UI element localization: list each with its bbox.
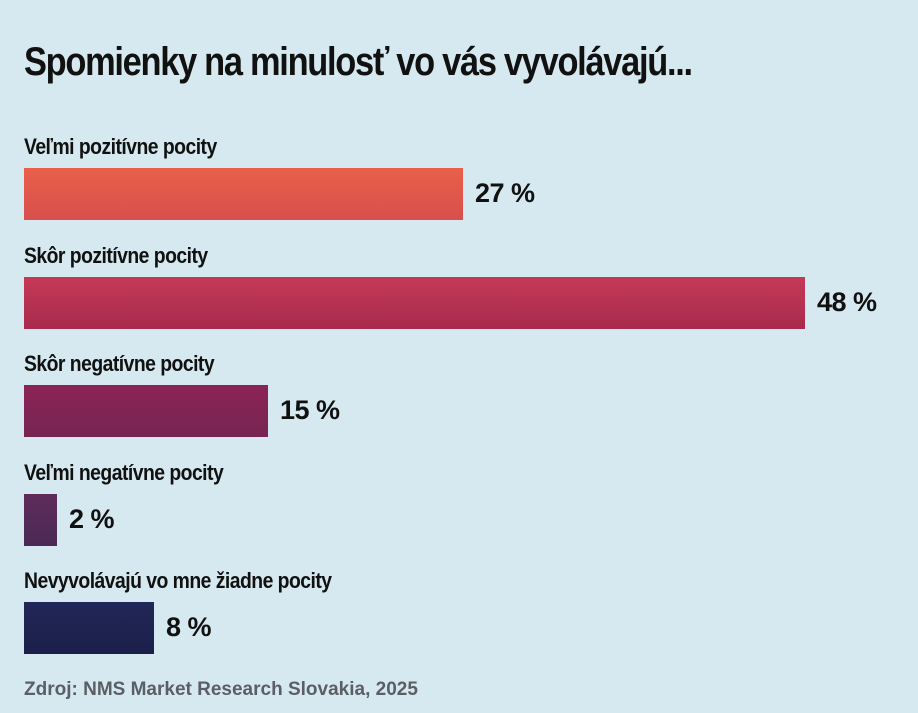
chart-title: Spomienky na minulosť vo vás vyvolávajú.…: [24, 40, 693, 84]
bar: [24, 276, 805, 329]
bar-row: Skôr pozitívne pocity 48 %: [0, 243, 918, 343]
bar: [24, 168, 463, 220]
bar: [24, 385, 268, 437]
bar-category-label: Nevyvolávajú vo mne žiadne pocity: [24, 568, 332, 593]
bar-category-label: Veľmi pozitívne pocity: [24, 134, 217, 159]
bar-row: Nevyvolávajú vo mne žiadne pocity 8 %: [0, 568, 918, 668]
bar-row: Veľmi pozitívne pocity 27 %: [0, 134, 918, 234]
source-note: Zdroj: NMS Market Research Slovakia, 202…: [24, 679, 418, 700]
bar-row: Veľmi negatívne pocity 2 %: [0, 460, 918, 560]
bar-category-label: Skôr pozitívne pocity: [24, 242, 208, 268]
bar-value-label: 27 %: [475, 178, 535, 208]
bar-row: Skôr negatívne pocity 15 %: [0, 351, 918, 451]
bar-value-label: 48 %: [817, 286, 877, 317]
bar: [24, 493, 57, 546]
bar-category-label: Skôr negatívne pocity: [24, 351, 215, 376]
bar-category-label: Veľmi negatívne pocity: [24, 459, 224, 485]
bar-value-label: 2 %: [69, 503, 115, 534]
bar-value-label: 8 %: [166, 612, 212, 642]
bar: [24, 602, 154, 654]
bar-value-label: 15 %: [280, 395, 340, 425]
